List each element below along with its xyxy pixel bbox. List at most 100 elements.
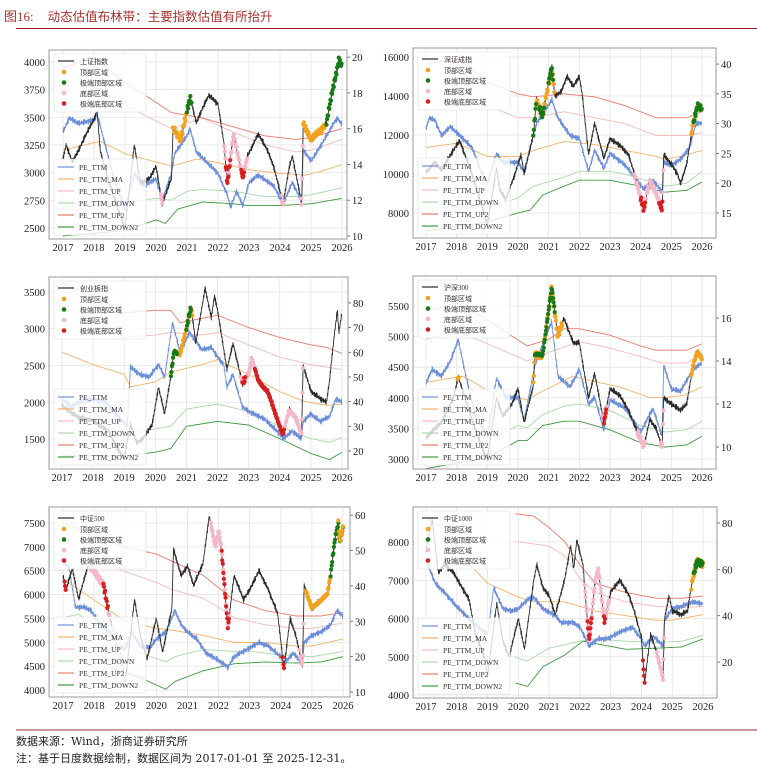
plot-frame xyxy=(48,276,349,470)
legend-marker-xtop xyxy=(61,307,67,312)
zone-marker-xbottom xyxy=(280,655,285,660)
header-divider xyxy=(16,28,757,29)
x-tick-label: 2017 xyxy=(52,473,73,484)
pe-ttm-ma-line xyxy=(62,140,342,176)
zone-marker-bottom xyxy=(208,520,213,525)
y2-tick-label: 12 xyxy=(721,400,732,411)
zone-marker-xtop xyxy=(541,348,546,354)
pe-ttm-down-line xyxy=(515,634,704,662)
zone-marker-xbottom xyxy=(226,174,231,179)
zone-marker-bottom xyxy=(301,621,306,626)
figure-title: 图16: 动态估值布林带：主要指数估值有所抬升 xyxy=(4,6,273,25)
zone-marker-xtop xyxy=(186,106,191,111)
zone-marker-xtop xyxy=(325,117,330,122)
y2-tick-label: 10 xyxy=(352,232,363,243)
band-legend: PE_TTM PE_TTM_MA PE_TTM_UP PE_TTM_DOWN PE_TT… xyxy=(53,616,147,694)
zone-marker-xtop xyxy=(337,57,342,63)
zone-marker-xtop xyxy=(339,61,344,66)
x-tick-label: 2019 xyxy=(115,701,136,712)
zone-marker-xtop xyxy=(541,345,546,350)
y2-tick-label: 40 xyxy=(722,612,733,623)
zone-marker-xbottom xyxy=(281,666,287,671)
x-tick-label: 2023 xyxy=(600,242,621,253)
y-tick-label: 3750 xyxy=(24,86,45,97)
x-tick-label: 2018 xyxy=(446,473,467,484)
y-tick-label: 3500 xyxy=(24,288,45,299)
zone-marker-xtop xyxy=(692,569,698,575)
zone-marker-xtop xyxy=(552,304,557,309)
zone-marker-bottom xyxy=(606,598,612,603)
legend-band-label: PE_TTM_MA xyxy=(79,175,124,184)
legend-box xyxy=(417,510,511,570)
x-tick-label: 2026 xyxy=(693,702,714,713)
x-tick-label: 2025 xyxy=(300,473,321,484)
y2-tick-label: 40 xyxy=(721,60,732,71)
zone-marker-bottom xyxy=(221,567,226,572)
legend-zone-label: 极端顶部区域 xyxy=(444,536,486,545)
legend-zone-label: 底部区域 xyxy=(444,315,472,324)
zone-marker-bottom xyxy=(592,586,597,591)
zone-marker-bottom xyxy=(235,150,240,155)
plot-area xyxy=(62,516,345,690)
y2-tick-label: 18 xyxy=(352,89,363,100)
y-tick-label: 3000 xyxy=(24,169,45,180)
zone-marker-top xyxy=(338,538,343,543)
x-tick-label: 2019 xyxy=(114,473,135,484)
x-tick-label: 2024 xyxy=(270,701,292,712)
zone-marker-xtop xyxy=(546,311,551,317)
y2-tick-label: 80 xyxy=(353,299,364,310)
y-tick-label: 5000 xyxy=(24,638,45,649)
zone-marker-bottom xyxy=(211,535,216,540)
zone-marker-xtop xyxy=(169,370,174,375)
x-tick-label: 2020 xyxy=(145,473,166,484)
x-tick-label: 2023 xyxy=(239,243,260,254)
x-tick-label: 2026 xyxy=(332,243,353,254)
zone-marker-xbottom xyxy=(275,416,280,421)
legend-box xyxy=(53,616,147,694)
zone-marker-xbottom xyxy=(63,583,68,589)
legend-marker-top xyxy=(425,67,431,73)
y2-tick-label: 20 xyxy=(722,658,733,669)
zone-marker-bottom xyxy=(299,431,304,436)
zone-marker-xtop xyxy=(551,300,556,305)
legend-band-label: PE_TTM_UP2 xyxy=(443,441,489,450)
legend-box xyxy=(417,51,511,111)
legend-zone-label: 顶部区域 xyxy=(80,295,108,304)
legend-band-label: PE_TTM_DOWN xyxy=(79,657,135,666)
chart-panel: 2017 2018 2019 2020 2021 2022 2023 2024 2025 2026… xyxy=(388,506,733,713)
legend-marker-xbottom xyxy=(61,558,67,563)
zone-marker-top xyxy=(691,363,696,368)
x-tick-label: 2019 xyxy=(115,243,136,254)
zone-marker-top xyxy=(183,331,188,336)
zone-marker-xtop xyxy=(551,296,556,301)
zone-marker-bottom xyxy=(222,587,227,592)
zone-marker-xbottom xyxy=(587,632,592,637)
x-tick-label: 2019 xyxy=(477,702,498,713)
x-tick-label: 2022 xyxy=(208,701,229,712)
zone-marker-bottom xyxy=(661,168,666,173)
legend-band-label: PE_TTM_DOWN2 xyxy=(79,453,138,462)
zone-marker-bottom xyxy=(299,196,304,201)
zone-marker-bottom xyxy=(583,595,588,600)
legend-marker-xtop xyxy=(425,537,431,542)
x-tick-label: 2017 xyxy=(416,242,437,253)
x-tick-label: 2017 xyxy=(416,473,437,484)
zone-marker-xtop xyxy=(540,115,545,120)
zone-marker-xtop xyxy=(186,320,191,325)
legend-band-label: PE_TTM xyxy=(79,393,108,402)
x-tick-label: 2022 xyxy=(569,242,590,253)
zone-marker-xbottom xyxy=(225,626,230,631)
zone-marker-xtop xyxy=(171,355,176,360)
zone-marker-bottom xyxy=(599,590,604,596)
y-tick-label: 7500 xyxy=(24,519,45,530)
zone-marker-top xyxy=(306,130,311,135)
zone-marker-xbottom xyxy=(641,208,646,213)
x-tick-label: 2022 xyxy=(208,243,229,254)
y2-tick-label: 60 xyxy=(353,348,364,359)
legend-zone-label: 底部区域 xyxy=(80,316,108,325)
legend-band-label: PE_TTM xyxy=(443,162,472,171)
x-tick-label: 2025 xyxy=(301,243,322,254)
figure-number: 图16: xyxy=(4,9,34,24)
zone-marker-xbottom xyxy=(659,208,664,213)
